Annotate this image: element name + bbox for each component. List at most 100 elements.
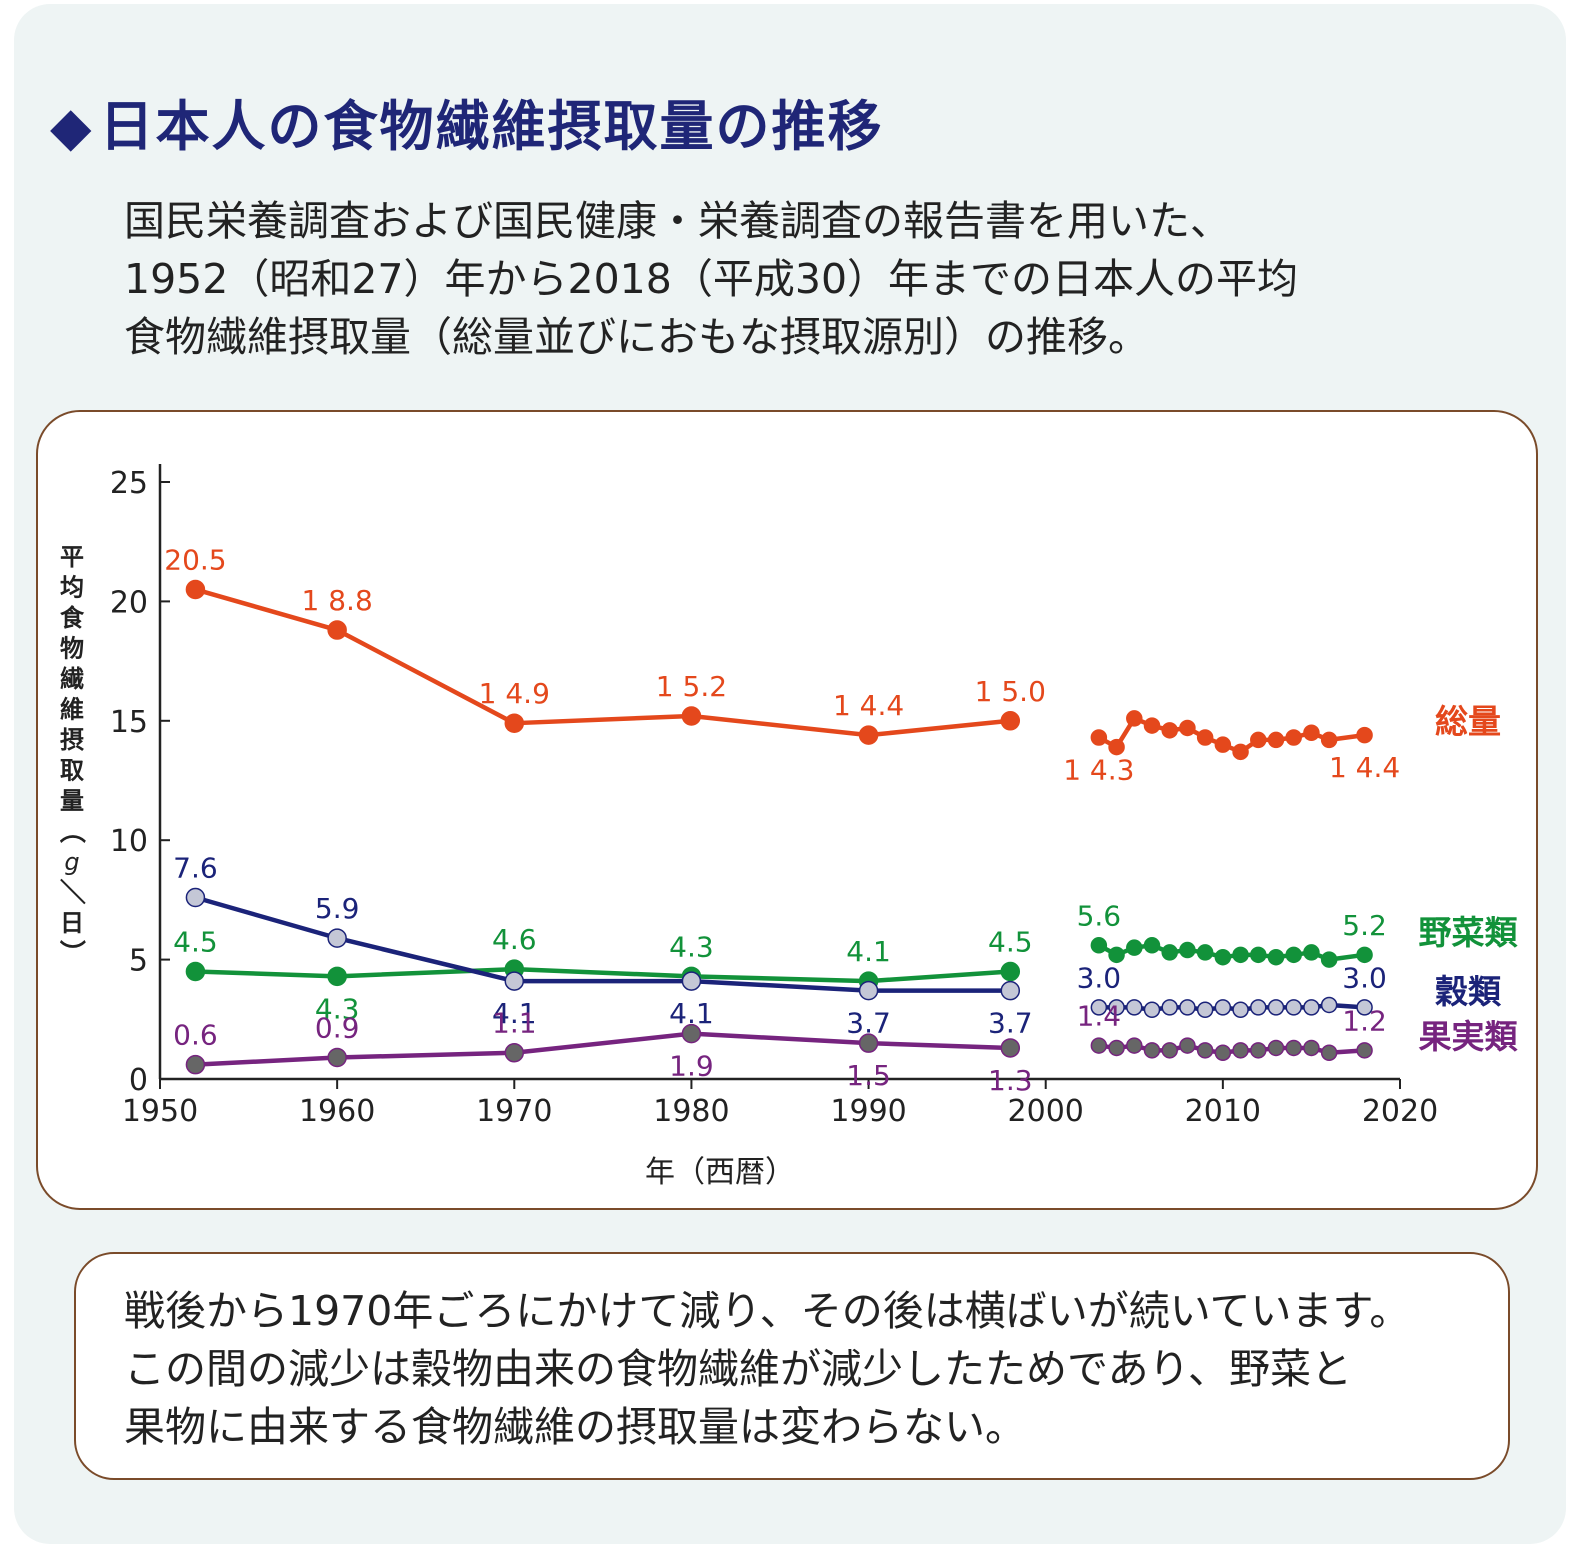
y-axis-title-char: 平 xyxy=(60,543,84,571)
data-point xyxy=(1196,1001,1214,1018)
page-title: ◆ 日本人の食物繊維摂取量の推移 xyxy=(50,82,884,161)
data-point xyxy=(1196,944,1214,961)
data-point xyxy=(185,579,206,600)
data-point xyxy=(1196,729,1214,746)
chart-frame xyxy=(36,410,1538,1210)
data-point xyxy=(1196,1042,1214,1059)
summary-line: この間の減少は穀物由来の食物繊維が減少したためであり、野菜と xyxy=(124,1345,1352,1393)
data-label: 4.1 xyxy=(492,997,537,1030)
data-point xyxy=(1179,941,1196,959)
data-point xyxy=(1303,999,1320,1016)
data-point xyxy=(504,713,525,733)
data-point xyxy=(1267,731,1285,749)
data-point xyxy=(1250,999,1267,1016)
data-point xyxy=(1143,1001,1161,1018)
data-label: 3.7 xyxy=(988,1007,1033,1040)
data-point xyxy=(1232,1001,1249,1018)
data-point xyxy=(1126,939,1143,956)
data-point xyxy=(1320,731,1338,749)
y-axis-title-char: g xyxy=(64,848,79,876)
y-tick-label: 25 xyxy=(110,466,148,501)
data-point xyxy=(1126,1037,1143,1054)
data-point xyxy=(1108,1039,1125,1057)
data-point xyxy=(1232,1042,1249,1059)
y-axis-title-char: 繊 xyxy=(60,665,84,693)
data-point xyxy=(1090,937,1108,954)
data-label: 1.4 xyxy=(1077,1000,1122,1033)
data-label: 1.2 xyxy=(1342,1004,1387,1037)
y-axis-title-char: ／ xyxy=(56,878,86,904)
data-point xyxy=(185,1054,206,1075)
series-line xyxy=(194,587,1011,738)
y-axis-title-char: 物 xyxy=(60,635,84,663)
data-point xyxy=(1356,726,1373,744)
data-point xyxy=(1285,946,1302,964)
page-title-text: 日本人の食物繊維摂取量の推移 xyxy=(99,95,884,158)
data-label: 4.5 xyxy=(988,926,1033,959)
data-point xyxy=(858,980,879,1001)
data-label: 3.0 xyxy=(1342,961,1387,994)
x-tick-label: 2010 xyxy=(1185,1094,1261,1129)
data-point xyxy=(1320,951,1338,968)
data-point xyxy=(1161,1042,1178,1059)
data-point xyxy=(1267,1039,1285,1057)
data-point xyxy=(185,961,206,982)
data-label: 1 4.4 xyxy=(833,689,904,722)
y-axis-title-char: 取 xyxy=(60,757,84,785)
x-tick-label: 1990 xyxy=(830,1094,906,1129)
data-point xyxy=(1214,948,1232,966)
summary-text: 戦後から1970年ごろにかけて減り、その後は横ばいが続いています。 この間の減少… xyxy=(124,1282,1484,1456)
data-label: 4.3 xyxy=(669,930,714,963)
diamond-icon: ◆ xyxy=(50,95,94,158)
data-point xyxy=(1320,996,1338,1014)
data-point xyxy=(327,1047,347,1068)
data-point xyxy=(1232,743,1249,761)
y-axis-title-char: （ xyxy=(56,817,86,843)
data-label: 1 4.9 xyxy=(479,677,550,710)
x-tick-label: 1950 xyxy=(122,1094,198,1129)
data-point xyxy=(327,966,347,987)
data-point xyxy=(1356,1042,1373,1059)
y-tick-label: 15 xyxy=(110,705,148,740)
data-point xyxy=(327,928,347,948)
x-axis-title: 年（西暦） xyxy=(645,1155,795,1190)
data-point xyxy=(1267,999,1285,1016)
data-label: 1 5.2 xyxy=(656,670,727,703)
data-point xyxy=(1108,738,1125,756)
series-line xyxy=(195,966,1011,984)
data-point xyxy=(1303,1039,1320,1057)
data-point xyxy=(1179,999,1196,1016)
legend-label: 穀類 xyxy=(1435,972,1502,1011)
y-tick-label: 0 xyxy=(129,1063,148,1098)
data-point xyxy=(1303,724,1320,741)
data-label: 1 8.8 xyxy=(302,584,373,617)
intro-line: 食物繊維摂取量（総量並びにおもな摂取源別）の推移。 xyxy=(124,313,1149,361)
data-label: 20.5 xyxy=(164,543,226,576)
x-tick-label: 1970 xyxy=(476,1094,552,1129)
summary-box: 戦後から1970年ごろにかけて減り、その後は横ばいが続いています。 この間の減少… xyxy=(74,1252,1510,1480)
series-line xyxy=(194,895,1011,993)
x-tick-label: 2000 xyxy=(1008,1094,1084,1129)
data-point xyxy=(1214,736,1232,753)
data-point xyxy=(504,971,525,991)
data-point xyxy=(858,1033,879,1053)
data-point xyxy=(681,1023,702,1044)
data-point xyxy=(1161,722,1178,739)
data-point xyxy=(1285,1039,1302,1057)
intro-text: 国民栄養調査および国民健康・栄養調査の報告書を用いた、 1952（昭和27）年か… xyxy=(124,192,1444,366)
data-point xyxy=(1356,999,1373,1016)
data-point xyxy=(1090,729,1108,746)
summary-line: 戦後から1970年ごろにかけて減り、その後は横ばいが続いています。 xyxy=(124,1287,1411,1335)
data-point xyxy=(1126,710,1143,727)
y-axis-title-char: 日 xyxy=(60,909,84,937)
data-point xyxy=(1161,999,1178,1016)
data-point xyxy=(1250,1042,1267,1059)
data-point xyxy=(1090,999,1108,1016)
data-label: 1.3 xyxy=(988,1064,1033,1097)
data-point xyxy=(1232,946,1249,964)
data-point xyxy=(1143,937,1161,954)
data-point xyxy=(1285,729,1302,746)
data-point xyxy=(1320,1044,1338,1061)
y-axis-title-char: 維 xyxy=(60,696,84,724)
